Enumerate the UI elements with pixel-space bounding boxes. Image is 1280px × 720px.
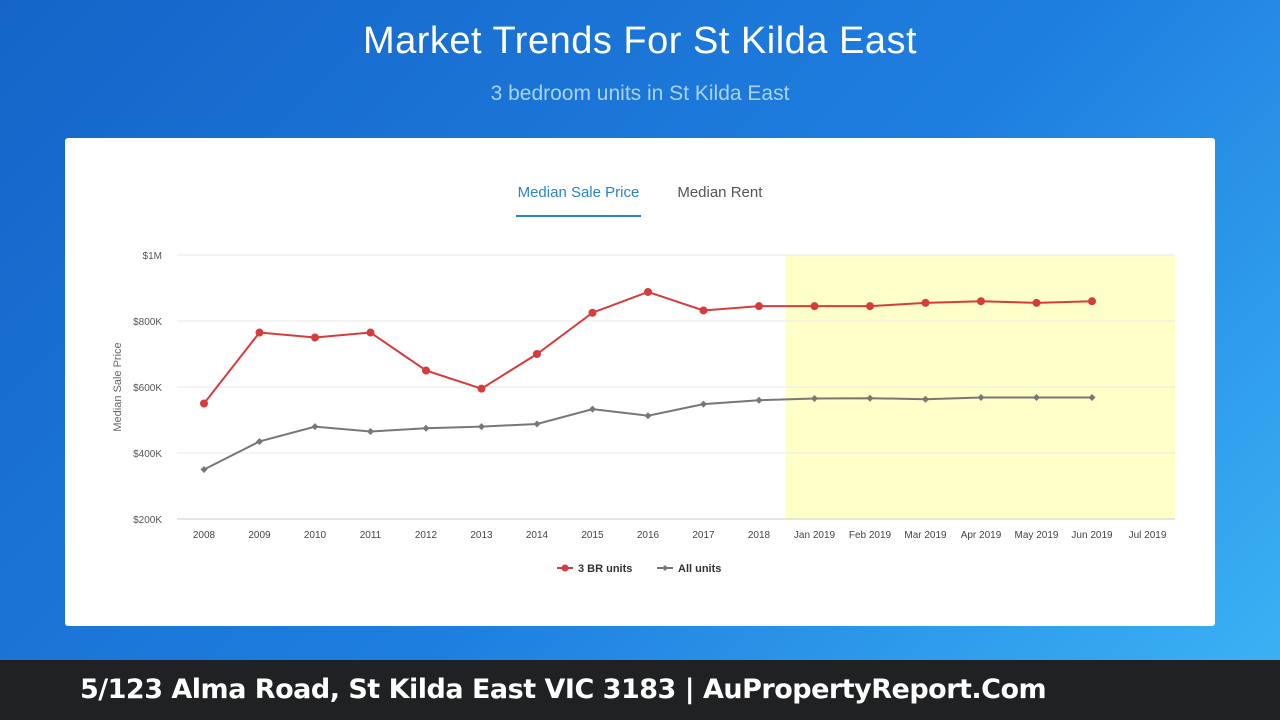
x-tick-label: 2009 [248, 530, 271, 541]
data-point [478, 423, 485, 431]
data-point [311, 333, 319, 342]
data-point [533, 420, 541, 428]
chart-tabs: Median Sale Price Median Rent [65, 182, 1215, 217]
x-tick-label: Apr 2019 [961, 530, 1002, 541]
x-tick-label: 2016 [637, 530, 660, 541]
data-point [644, 412, 652, 420]
data-point [755, 302, 763, 311]
x-tick-label: 2012 [415, 530, 438, 541]
data-point [200, 466, 208, 473]
data-point [977, 394, 985, 402]
data-point [533, 350, 541, 358]
x-tick-label: Jul 2019 [1129, 530, 1167, 541]
y-tick-label: $800K [133, 317, 162, 328]
data-point [422, 366, 430, 375]
data-point [699, 306, 708, 315]
tab-median-sale-price[interactable]: Median Sale Price [515, 182, 642, 217]
legend-label: All units [678, 563, 721, 575]
data-point [1088, 394, 1096, 402]
data-point [644, 287, 652, 296]
x-tick-label: 2018 [748, 530, 771, 541]
data-point [311, 423, 319, 431]
data-point [588, 308, 597, 317]
page-subtitle: 3 bedroom units in St Kilda East [490, 82, 790, 105]
footer-bar: 5/123 Alma Road, St Kilda East VIC 3183 … [0, 660, 1280, 720]
x-tick-label: 2015 [581, 530, 604, 541]
legend-marker [561, 564, 569, 572]
data-point [755, 396, 763, 404]
legend-label: 3 BR units [578, 563, 632, 575]
line-chart: $200K $400K $600K $800K $1M Median Sale Price… [112, 251, 1175, 575]
data-point [256, 437, 263, 445]
y-tick-label: $600K [133, 383, 162, 394]
x-tick-label: 2008 [193, 530, 216, 541]
data-point [366, 328, 375, 337]
data-point [422, 424, 430, 432]
data-point [977, 297, 985, 306]
data-point [1088, 297, 1096, 306]
x-tick-label: Feb 2019 [849, 530, 892, 541]
data-point [367, 428, 374, 436]
page-title: Market Trends For St Kilda East [362, 20, 918, 62]
y-tick-label: $1M [143, 251, 162, 262]
x-tick-label: Mar 2019 [904, 530, 947, 541]
data-point [1033, 394, 1040, 402]
x-tick-label: 2014 [526, 530, 549, 541]
x-tick-label: 2010 [304, 530, 327, 541]
data-point [866, 394, 874, 402]
legend-marker [662, 565, 668, 571]
data-point [255, 328, 264, 337]
x-tick-label: 2013 [470, 530, 493, 541]
tab-median-rent[interactable]: Median Rent [677, 184, 763, 201]
data-point [700, 400, 707, 408]
data-point [921, 298, 930, 307]
data-point [589, 405, 596, 413]
y-tick-label: $200K [133, 515, 162, 526]
x-tick-label: May 2019 [1015, 530, 1059, 541]
footer-address: 5/123 Alma Road, St Kilda East VIC 3183 … [80, 674, 1047, 705]
data-point [1032, 298, 1041, 307]
data-point [810, 302, 819, 311]
x-tick-label: 2017 [692, 530, 715, 541]
data-point [200, 399, 208, 408]
x-tick-label: Jan 2019 [794, 530, 836, 541]
x-tick-label: 2011 [360, 530, 382, 541]
data-point [922, 395, 929, 403]
data-point [866, 302, 874, 311]
data-point [811, 395, 818, 403]
x-tick-label: Jun 2019 [1071, 530, 1113, 541]
data-point [477, 384, 486, 393]
chart-card: Median Sale Price Median Rent $200K $400K… [65, 138, 1215, 626]
y-axis-title: Median Sale Price [112, 342, 124, 431]
y-tick-label: $400K [133, 449, 162, 460]
